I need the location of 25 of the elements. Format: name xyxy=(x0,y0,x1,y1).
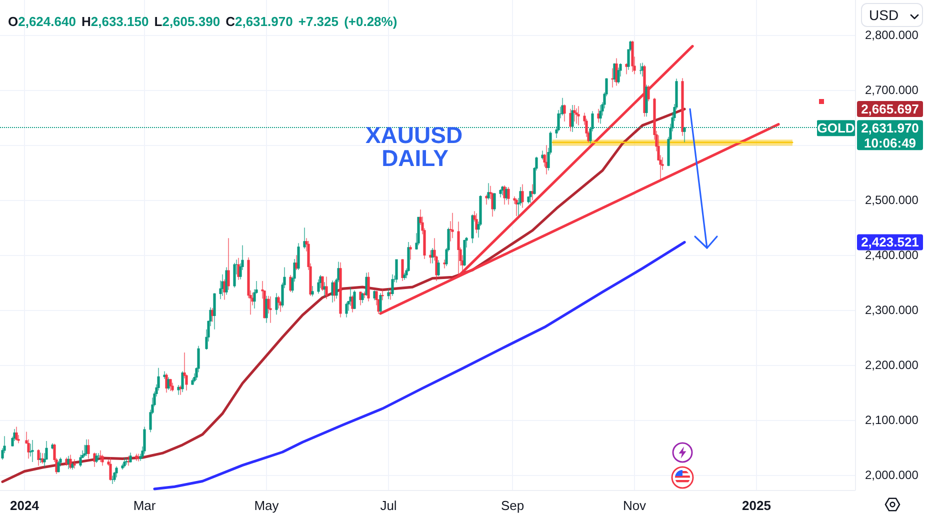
text: 2,423.521 xyxy=(861,234,919,250)
y-tick-label: 2,200.000 xyxy=(865,358,919,372)
annotation: XAUUSD xyxy=(365,122,463,148)
x-tick-label: Sep xyxy=(500,498,524,513)
y-tick-label: 2,000.000 xyxy=(865,468,919,482)
dropdown: USD xyxy=(861,3,923,27)
x-tick-label: Nov xyxy=(622,498,647,513)
y-tick-label: 2,700.000 xyxy=(865,83,919,98)
x-tick-label: May xyxy=(254,498,280,513)
y-tick-label: 2,500.000 xyxy=(865,193,919,208)
y-tick-label: 2,300.000 xyxy=(865,303,919,318)
x-tick-label: Jul xyxy=(380,498,397,513)
x-tick-label: 2024 xyxy=(10,498,40,513)
annotation: GOLD xyxy=(817,120,855,136)
x-tick-label: 2025 xyxy=(742,498,771,513)
text: 10:06:49 xyxy=(864,136,916,151)
chart-title: O2,624.640 H2,633.150 L2,605.390 C2,631.970 +7.325 (+0.28%) xyxy=(8,14,398,29)
x-tick-label: Mar xyxy=(133,498,156,513)
annotation: DAILY xyxy=(382,145,448,171)
ref-line-label: 2,631.970 xyxy=(861,120,919,136)
y-axis-title: USD xyxy=(869,7,899,23)
y-tick-label: 2,800.000 xyxy=(865,28,919,42)
text: 2,665.697 xyxy=(861,102,919,117)
y-tick-label: 2,100.000 xyxy=(865,413,919,428)
y-tick-label: 2,400.000 xyxy=(865,248,919,262)
